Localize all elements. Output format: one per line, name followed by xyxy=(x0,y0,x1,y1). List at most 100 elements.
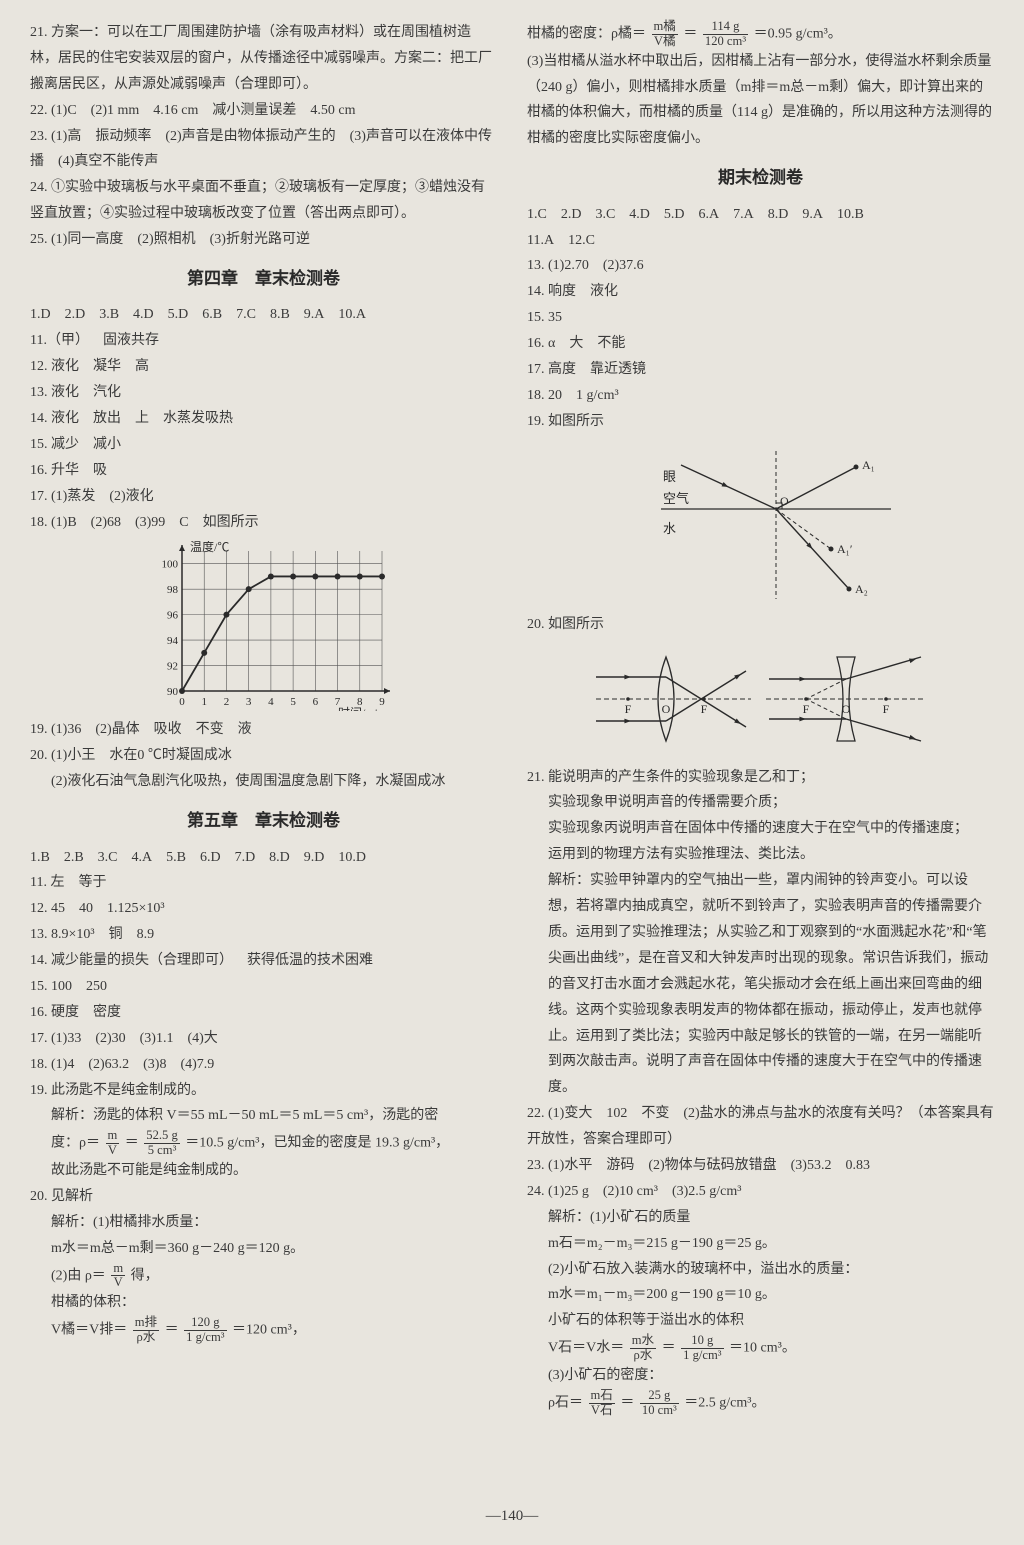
denominator: 120 cm³ xyxy=(703,35,748,49)
text: 柑橘的密度：ρ橘＝ xyxy=(527,27,646,42)
numerator: m xyxy=(106,1129,120,1144)
f-13: 13. (1)2.70 (2)37.6 xyxy=(527,253,994,279)
svg-text:0: 0 xyxy=(179,696,185,708)
denominator: 1 g/cm³ xyxy=(184,1331,226,1345)
svg-text:96: 96 xyxy=(167,610,179,622)
svg-text:6: 6 xyxy=(312,696,318,708)
svg-text:F: F xyxy=(700,702,707,716)
ch5-mc: 1.B 2.B 3.C 4.A 5.B 6.D 7.D 8.D 9.D 10.D xyxy=(30,845,497,871)
f-20: 20. 如图所示 xyxy=(527,612,994,638)
ch5-20d: (2)由 ρ＝ mV 得， xyxy=(30,1262,497,1291)
svg-text:90: 90 xyxy=(167,686,179,698)
numerator: 120 g xyxy=(184,1316,226,1331)
ch5-12: 12. 45 40 1.125×10³ xyxy=(30,896,497,922)
ch4-13: 13. 液化 汽化 xyxy=(30,380,497,406)
numerator: 114 g xyxy=(703,20,748,35)
lens-diagram: FFOFFO xyxy=(591,644,931,759)
temperature-chart: 01234567899092949698100温度/℃ 时间/min xyxy=(134,541,394,711)
fraction: 114 g120 cm³ xyxy=(703,20,748,49)
denominator: 5 cm³ xyxy=(144,1144,179,1158)
svg-text:4: 4 xyxy=(268,696,274,708)
numerator: m石 xyxy=(589,1389,615,1404)
answer-24: 24. ①实验中玻璃板与水平桌面不垂直；②玻璃板有一定厚度；③蜡烛没有竖直放置；… xyxy=(30,175,497,227)
ch4-17: 17. (1)蒸发 (2)液化 xyxy=(30,484,497,510)
svg-text:水: 水 xyxy=(663,521,676,536)
f-16: 16. α 大 不能 xyxy=(527,331,994,357)
ch5-14: 14. 减少能量的损失（合理即可） 获得低温的技术困难 xyxy=(30,948,497,974)
svg-text:94: 94 xyxy=(167,636,179,648)
svg-text:F: F xyxy=(882,702,889,716)
f-24e: m水＝m₁－m₃＝200 g－190 g＝10 g。 xyxy=(527,1282,994,1308)
f-23: 23. (1)水平 游码 (2)物体与砝码放错盘 (3)53.2 0.83 xyxy=(527,1153,994,1179)
ch5-19a: 19. 此汤匙不是纯金制成的。 xyxy=(30,1078,497,1104)
f-24f: 小矿石的体积等于溢出水的体积 xyxy=(527,1308,994,1334)
f-14: 14. 响度 液化 xyxy=(527,279,994,305)
f-24c: m石＝m₂－m₃＝215 g－190 g＝25 g。 xyxy=(527,1231,994,1257)
numerator: m橘 xyxy=(652,20,678,35)
document-page: 21. 方案一：可以在工厂周围建防护墙（涂有吸声材料）或在周围植树造林，居民的住… xyxy=(0,0,1024,1545)
svg-text:温度/℃: 温度/℃ xyxy=(190,541,229,554)
ch5-19b: 解析：汤匙的体积 V＝55 mL－50 mL＝5 mL＝5 cm³，汤匙的密 xyxy=(30,1103,497,1129)
chapter5-title: 第五章 章末检测卷 xyxy=(30,805,497,836)
svg-text:A₁: A₁ xyxy=(862,458,875,472)
f-24b: 解析：(1)小矿石的质量 xyxy=(527,1205,994,1231)
two-column-layout: 21. 方案一：可以在工厂周围建防护墙（涂有吸声材料）或在周围植树造林，居民的住… xyxy=(30,20,994,1500)
f-24g: V石＝V水＝ m水ρ水 ＝ 10 g1 g/cm³ ＝10 cm³。 xyxy=(527,1334,994,1363)
ch4-12: 12. 液化 凝华 高 xyxy=(30,354,497,380)
ch4-11: 11.（甲） 固液共存 xyxy=(30,328,497,354)
denominator: V xyxy=(111,1276,125,1290)
text: ＝120 cm³， xyxy=(232,1323,306,1338)
svg-text:92: 92 xyxy=(167,661,178,673)
text: V橘＝V排＝ xyxy=(51,1323,127,1338)
text: ＝ xyxy=(165,1323,179,1338)
text: ＝10 cm³。 xyxy=(729,1341,796,1356)
refraction-diagram: 眼空气水OA₁A₁′A₂ xyxy=(631,441,891,606)
r-top: 柑橘的密度：ρ橘＝ m橘V橘 ＝ 114 g120 cm³ ＝0.95 g/cm… xyxy=(527,20,994,49)
svg-text:F: F xyxy=(802,702,809,716)
ch5-20f: V橘＝V排＝ m排ρ水 ＝ 120 g1 g/cm³ ＝120 cm³， xyxy=(30,1316,497,1345)
ch5-16: 16. 硬度 密度 xyxy=(30,1000,497,1026)
denominator: ρ水 xyxy=(133,1331,159,1345)
numerator: 10 g xyxy=(681,1334,723,1349)
ch4-16: 16. 升华 吸 xyxy=(30,458,497,484)
answer-23: 23. (1)高 振动频率 (2)声音是由物体振动产生的 (3)声音可以在液体中… xyxy=(30,124,497,176)
f-24a: 24. (1)25 g (2)10 cm³ (3)2.5 g/cm³ xyxy=(527,1179,994,1205)
svg-text:2: 2 xyxy=(223,696,229,708)
ch5-20a: 20. 见解析 xyxy=(30,1184,497,1210)
final-exam-title: 期末检测卷 xyxy=(527,162,994,193)
denominator: V橘 xyxy=(652,35,678,49)
f-24d: (2)小矿石放入装满水的玻璃杯中，溢出水的质量： xyxy=(527,1257,994,1283)
ch5-19c: 度：ρ＝ mV ＝ 52.5 g5 cm³ ＝10.5 g/cm³，已知金的密度… xyxy=(30,1129,497,1158)
ch5-18: 18. (1)4 (2)63.2 (3)8 (4)7.9 xyxy=(30,1052,497,1078)
f-17: 17. 高度 靠近透镜 xyxy=(527,357,994,383)
ch5-17: 17. (1)33 (2)30 (3)1.1 (4)大 xyxy=(30,1026,497,1052)
text: (2)由 ρ＝ xyxy=(51,1268,106,1283)
f-24i: ρ石＝ m石V石 ＝ 25 g10 cm³ ＝2.5 g/cm³。 xyxy=(527,1389,994,1418)
text: 得， xyxy=(131,1268,159,1283)
ch5-20b: 解析：(1)柑橘排水质量： xyxy=(30,1210,497,1236)
f-21b: 实验现象甲说明声音的传播需要介质； xyxy=(527,790,994,816)
f-24h: (3)小矿石的密度： xyxy=(527,1363,994,1389)
numerator: m水 xyxy=(630,1334,656,1349)
ch5-13: 13. 8.9×10³ 铜 8.9 xyxy=(30,922,497,948)
svg-text:眼: 眼 xyxy=(663,469,676,484)
numerator: m xyxy=(111,1262,125,1277)
f-mc2: 11.A 12.C xyxy=(527,228,994,254)
ch5-19d: 故此汤匙不可能是纯金制成的。 xyxy=(30,1158,497,1184)
answer-22: 22. (1)C (2)1 mm 4.16 cm 减小测量误差 4.50 cm xyxy=(30,98,497,124)
text: ＝10.5 g/cm³，已知金的密度是 19.3 g/cm³， xyxy=(185,1136,449,1151)
text: ＝ xyxy=(620,1395,634,1410)
ch4-mc: 1.D 2.D 3.B 4.D 5.D 6.B 7.C 8.B 9.A 10.A xyxy=(30,302,497,328)
svg-text:O: O xyxy=(661,702,670,716)
ch5-11: 11. 左 等于 xyxy=(30,870,497,896)
svg-text:O: O xyxy=(841,702,850,716)
left-column: 21. 方案一：可以在工厂周围建防护墙（涂有吸声材料）或在周围植树造林，居民的住… xyxy=(30,20,497,1500)
f-21c: 实验现象丙说明声音在固体中传播的速度大于在空气中的传播速度； xyxy=(527,816,994,842)
text: ＝ xyxy=(125,1136,139,1151)
ch4-18: 18. (1)B (2)68 (3)99 C 如图所示 xyxy=(30,510,497,536)
numerator: 25 g xyxy=(640,1389,679,1404)
text: ρ石＝ xyxy=(548,1395,583,1410)
svg-text:A₁′: A₁′ xyxy=(837,542,853,556)
f-21e: 解析：实验甲钟罩内的空气抽出一些，罩内闹钟的铃声变小。可以设想，若将罩内抽成真空… xyxy=(527,868,994,1101)
denominator: ρ水 xyxy=(630,1349,656,1363)
